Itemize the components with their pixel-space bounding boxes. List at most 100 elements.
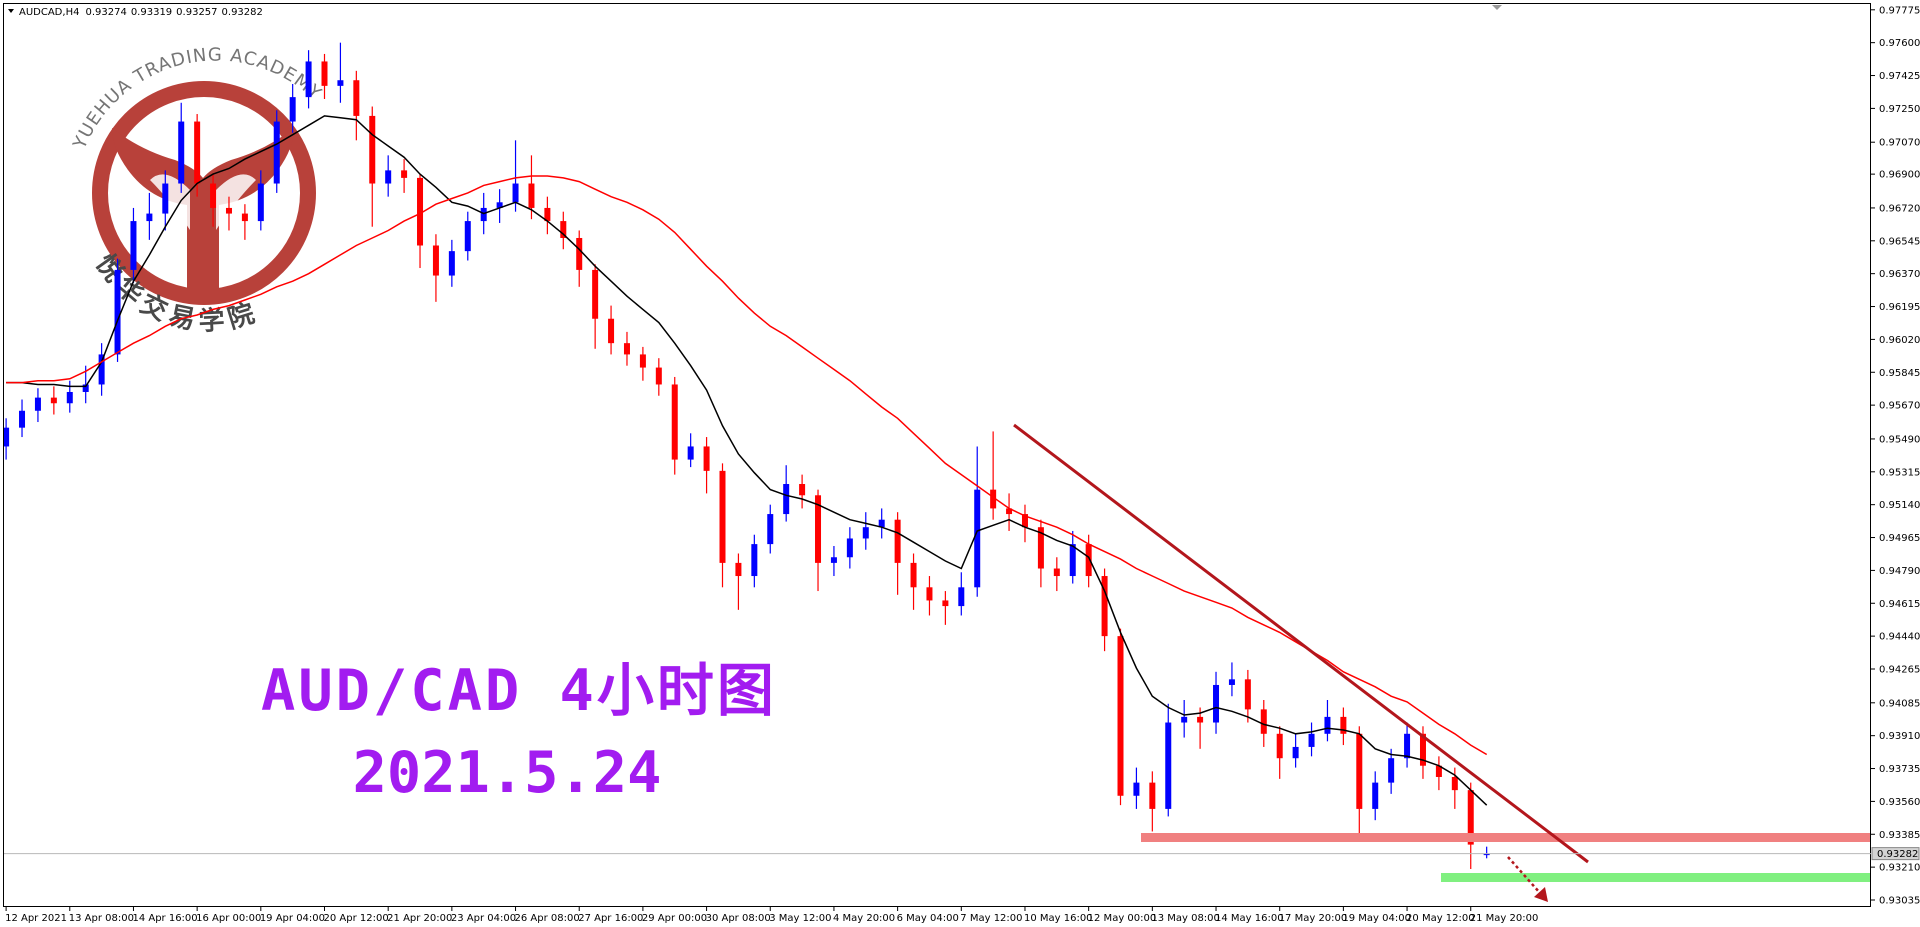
candle-body [639, 354, 646, 368]
candle-body [305, 61, 312, 98]
candle-body [1021, 514, 1028, 528]
candle-body [66, 391, 73, 404]
x-tick-label: 13 Apr 08:00 [69, 913, 134, 924]
candle-body [1483, 853, 1490, 856]
candle-body [1435, 765, 1442, 777]
y-tick-label: 0.95315 [1879, 467, 1920, 478]
y-tick-label: 0.93735 [1879, 764, 1920, 775]
candle-body [623, 343, 630, 355]
candle-body [130, 221, 137, 270]
low-value: 0.93257 [176, 7, 217, 18]
candle-body [958, 587, 965, 607]
candle-body [98, 354, 105, 385]
y-tick-label: 0.95670 [1879, 401, 1920, 412]
candle-body [3, 427, 10, 447]
candle-body [1197, 716, 1204, 723]
candle-body [1037, 527, 1044, 569]
candle-body [19, 410, 26, 428]
candle-body [241, 213, 248, 222]
x-tick-label: 26 Apr 08:00 [515, 913, 580, 924]
candle-body [894, 519, 901, 563]
y-tick-label: 0.96720 [1879, 203, 1920, 214]
x-tick-label: 7 May 12:00 [960, 913, 1022, 924]
candle-body [225, 207, 232, 214]
candle-body [576, 237, 583, 270]
candle-body [1053, 568, 1060, 577]
x-tick-label: 20 Apr 12:00 [324, 913, 389, 924]
candle-body [321, 61, 328, 86]
candle-body [1292, 746, 1299, 759]
x-tick-label: 6 May 04:00 [897, 913, 959, 924]
y-tick-label: 0.96195 [1879, 302, 1920, 313]
y-tick-label: 0.97425 [1879, 71, 1920, 82]
candle-body [512, 183, 519, 203]
candle-body [257, 183, 264, 222]
candle-body [1069, 544, 1076, 577]
candle-body [703, 446, 710, 471]
candle-body [1149, 782, 1156, 809]
candle-body [687, 446, 694, 460]
current-price-label: 0.93282 [1877, 849, 1918, 860]
x-tick-label: 20 May 12:00 [1406, 913, 1475, 924]
projection-arrow [1507, 856, 1541, 894]
candle-body [82, 384, 89, 392]
x-tick-label: 14 May 16:00 [1215, 913, 1284, 924]
candle-body [464, 221, 471, 252]
candle-body [178, 121, 185, 184]
y-tick-label: 0.97250 [1879, 104, 1920, 115]
candle-body [767, 514, 774, 545]
candle-body [878, 519, 885, 528]
candle-body [289, 97, 296, 122]
candle-body [1133, 782, 1140, 796]
candle-body [926, 587, 933, 601]
candle-body [496, 202, 503, 208]
x-tick-label: 10 May 16:00 [1024, 913, 1093, 924]
candle-body [1117, 636, 1124, 796]
candle-body [751, 544, 758, 577]
candle-body [1276, 733, 1283, 759]
candle-body [1356, 733, 1363, 809]
candle-body [830, 557, 837, 563]
candle-body [210, 183, 217, 208]
shift-marker [1492, 5, 1502, 10]
x-tick-label: 21 Apr 20:00 [387, 913, 452, 924]
candle-body [401, 170, 408, 178]
overlay-title: AUD/CAD 4小时图 [261, 658, 777, 724]
candle-body [1419, 733, 1426, 766]
candle-body [1244, 679, 1251, 710]
candle-body [146, 213, 153, 222]
candle-body [480, 207, 487, 222]
candle-body [1308, 733, 1315, 747]
candle-body [815, 495, 822, 563]
candle-body [1085, 544, 1092, 577]
candle-body [1165, 722, 1172, 809]
logo-mark-inner [150, 174, 256, 230]
candle-body [1388, 758, 1395, 783]
x-tick-label: 17 May 20:00 [1279, 913, 1348, 924]
candle-body [544, 207, 551, 222]
header: AUDCAD,H4 0.93274 0.93319 0.93257 0.93282 [19, 7, 263, 18]
x-tick-label: 19 May 04:00 [1342, 913, 1411, 924]
candle-body [1213, 684, 1220, 723]
candle-body [942, 600, 949, 607]
trend-line [1013, 423, 1589, 864]
y-tick-label: 0.94440 [1879, 632, 1920, 643]
close-value: 0.93282 [222, 7, 263, 18]
header-triangle [8, 9, 14, 13]
candle-body [1228, 679, 1235, 685]
x-tick-label: 3 May 12:00 [769, 913, 831, 924]
candle-body [50, 397, 57, 404]
candle-body [162, 183, 169, 214]
candle-body [1340, 716, 1347, 734]
candle-body [783, 484, 790, 515]
candle-body [1372, 782, 1379, 809]
candle-body [990, 489, 997, 509]
candle-body [432, 245, 439, 276]
candle-body [799, 484, 806, 496]
candle-body [34, 397, 41, 411]
candle-body [1260, 709, 1267, 734]
y-tick-label: 0.93385 [1879, 830, 1920, 841]
projection-arrowhead [1534, 887, 1548, 902]
candle-body [1467, 790, 1474, 845]
